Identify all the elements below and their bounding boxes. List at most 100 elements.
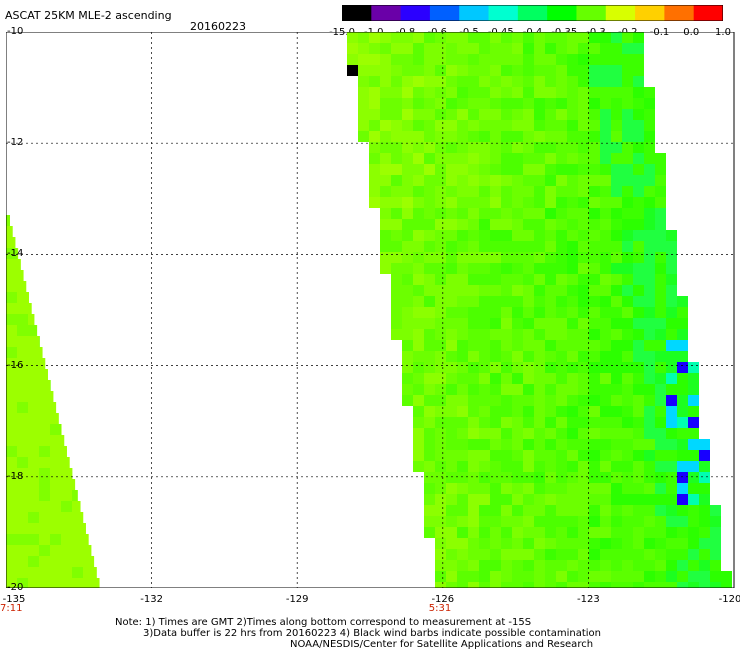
swath-cell — [633, 219, 644, 230]
swath-cell — [457, 219, 468, 230]
swath-cell — [567, 120, 578, 131]
swath-cell — [512, 285, 523, 296]
swath-cell — [369, 175, 380, 186]
swath-cell — [710, 516, 721, 527]
swath-cell — [490, 494, 501, 505]
swath-cell — [600, 329, 611, 340]
swath-cell — [534, 318, 545, 329]
swath-cell — [512, 461, 523, 472]
swath-cell — [556, 153, 567, 164]
swath-cell — [501, 373, 512, 384]
swath-cell — [545, 560, 556, 571]
swath-map — [6, 32, 735, 588]
swath-cell — [688, 439, 699, 450]
swath-cell — [699, 505, 710, 516]
swath-cell — [523, 329, 534, 340]
swath-cell — [556, 329, 567, 340]
swath-cell — [589, 373, 600, 384]
swath-cell — [600, 263, 611, 274]
swath-cell — [534, 582, 545, 588]
swath-cell — [589, 549, 600, 560]
swath-cell — [446, 120, 457, 131]
swath-cell — [39, 523, 50, 534]
swath-cell — [644, 307, 655, 318]
swath-cell — [567, 428, 578, 439]
swath-cell — [644, 329, 655, 340]
swath-cell — [567, 252, 578, 263]
swath-cell — [72, 523, 83, 534]
swath-cell — [501, 351, 512, 362]
swath-cell — [501, 439, 512, 450]
swath-cell — [523, 197, 534, 208]
swath-cell — [380, 43, 391, 54]
swath-cell — [589, 527, 600, 538]
swath-cell — [644, 439, 655, 450]
swath-cell — [589, 329, 600, 340]
swath-cell — [446, 516, 457, 527]
swath-cell — [589, 406, 600, 417]
swath-cell — [457, 307, 468, 318]
swath-cell — [611, 98, 622, 109]
swath-cell — [17, 248, 19, 259]
swath-cell — [17, 380, 28, 391]
swath-cell — [578, 472, 589, 483]
swath-cell — [512, 219, 523, 230]
swath-cell — [479, 76, 490, 87]
swath-cell — [6, 556, 17, 567]
swath-cell — [402, 54, 413, 65]
swath-cell — [655, 571, 666, 582]
swath-cell — [490, 54, 501, 65]
swath-cell — [413, 164, 424, 175]
swath-cell — [413, 186, 424, 197]
swath-cell — [622, 252, 633, 263]
swath-cell — [633, 43, 644, 54]
swath-cell — [556, 461, 567, 472]
swath-cell — [50, 490, 61, 501]
swath-cell — [435, 329, 446, 340]
swath-cell — [490, 219, 501, 230]
swath-cell — [28, 534, 39, 545]
swath-cell — [501, 219, 512, 230]
swath-cell — [644, 483, 655, 494]
swath-cell — [589, 252, 600, 263]
swath-cell — [446, 54, 457, 65]
swath-cell — [611, 32, 622, 43]
swath-cell — [611, 230, 622, 241]
swath-cell — [622, 417, 633, 428]
swath-cell — [611, 538, 622, 549]
swath-cell — [479, 263, 490, 274]
swath-cell — [699, 450, 710, 461]
swath-cell — [644, 318, 655, 329]
swath-cell — [413, 43, 424, 54]
swath-cell — [446, 560, 457, 571]
swath-cell — [622, 307, 633, 318]
swath-cell — [688, 483, 699, 494]
swath-cell — [578, 527, 589, 538]
swath-cell — [413, 439, 424, 450]
swath-cell — [413, 285, 424, 296]
swath-cell — [39, 347, 43, 358]
swath-cell — [391, 120, 402, 131]
swath-cell — [622, 549, 633, 560]
swath-cell — [556, 54, 567, 65]
swath-cell — [28, 578, 39, 588]
swath-cell — [501, 406, 512, 417]
swath-cell — [534, 274, 545, 285]
swath-cell — [380, 208, 391, 219]
swath-cell — [644, 241, 655, 252]
swath-cell — [83, 534, 89, 545]
swath-cell — [435, 538, 446, 549]
swath-cell — [512, 549, 523, 560]
swath-cell — [402, 263, 413, 274]
swath-cell — [655, 318, 666, 329]
swath-cell — [424, 76, 435, 87]
swath-cell — [655, 186, 666, 197]
swath-cell — [435, 43, 446, 54]
swath-cell — [644, 109, 655, 120]
swath-cell — [567, 549, 578, 560]
swath-cell — [17, 281, 27, 292]
swath-cell — [50, 501, 61, 512]
swath-cell — [556, 395, 567, 406]
swath-cell — [567, 439, 578, 450]
swath-cell — [600, 197, 611, 208]
